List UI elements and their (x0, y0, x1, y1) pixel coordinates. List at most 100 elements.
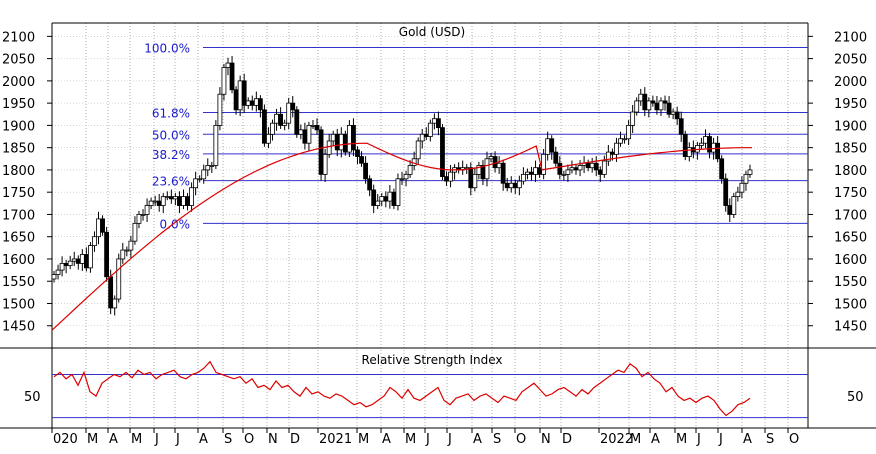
candle-down (302, 129, 308, 144)
candle-up (516, 180, 522, 189)
x-tick-label: A (743, 432, 752, 447)
candle-down (654, 102, 660, 111)
candle-up (699, 142, 704, 146)
candle-down (666, 102, 672, 115)
candle-up (136, 214, 142, 224)
candle-up (614, 142, 619, 155)
candle-up (310, 124, 316, 127)
candle-up (92, 236, 97, 247)
x-tick-label: A (473, 432, 482, 447)
x-tick-label: O (789, 432, 799, 447)
candle-up (638, 93, 644, 102)
y-tick-label-left: 1900 (2, 119, 35, 134)
candle-up (205, 165, 211, 171)
candle-up (209, 165, 215, 167)
x-tick-label: M (87, 432, 98, 447)
candle-up (67, 260, 73, 267)
candle-down (480, 165, 486, 180)
candlestick-series (51, 55, 753, 316)
candle-down (168, 196, 174, 200)
candle-down (682, 133, 688, 157)
x-tick-label: D (562, 432, 572, 447)
candle-up (112, 298, 118, 309)
chart-grid (51, 23, 808, 428)
fib-level-label: 61.8% (152, 106, 190, 120)
rsi-panel: 50 50 (24, 360, 864, 419)
candle-down (573, 167, 579, 171)
candle-down (650, 100, 656, 104)
y-tick-label-left: 1700 (2, 208, 35, 223)
candle-up (747, 169, 753, 175)
y-tick-label-left: 1850 (2, 142, 35, 157)
x-tick-label: J (175, 432, 180, 447)
moving-average-line (51, 142, 752, 331)
candle-down (83, 254, 89, 269)
candle-up (253, 98, 259, 106)
candle-up (51, 274, 57, 280)
candle-up (634, 100, 640, 113)
candle-up (306, 124, 312, 144)
candle-up (743, 173, 749, 184)
candle-up (658, 100, 664, 111)
candle-up (116, 258, 122, 300)
candle-down (294, 109, 300, 135)
candle-up (225, 62, 231, 68)
candle-up (577, 165, 583, 171)
y-tick-label-left: 1550 (2, 275, 35, 290)
candle-up (172, 196, 178, 200)
candle-down (355, 149, 360, 157)
x-tick-label: A (651, 432, 660, 447)
y-tick-label-right: 1900 (834, 119, 867, 134)
candle-up (561, 173, 567, 176)
rsi-line (53, 360, 751, 417)
candle-up (415, 140, 421, 160)
y-tick-label-right: 1850 (834, 142, 867, 157)
candle-up (286, 102, 292, 124)
y-tick-label-left: 1750 (2, 186, 35, 201)
x-tick-label: M (405, 432, 416, 447)
y-tick-label-left: 1450 (2, 320, 35, 335)
candle-up (270, 122, 275, 135)
candle-up (525, 171, 530, 175)
candle-up (403, 173, 409, 180)
y-tick-label-right: 1500 (834, 297, 867, 312)
y-tick-label-right: 2100 (834, 30, 867, 45)
candle-down (262, 109, 267, 144)
y-axis-ticks: 1450 1450 1500 1500 1550 1550 1600 1600 1650 1650… (2, 30, 867, 334)
candle-up (330, 133, 336, 142)
candle-down (233, 89, 239, 111)
candle-down (100, 218, 105, 233)
candle-up (298, 129, 304, 135)
candle-down (75, 258, 81, 264)
candle-up (152, 200, 158, 203)
candle-up (326, 140, 332, 155)
candle-up (128, 240, 134, 251)
candle-up (411, 158, 417, 166)
candle-down (63, 263, 69, 267)
y-tick-label-left: 1800 (2, 164, 35, 179)
candle-down (593, 162, 599, 171)
candle-up (322, 153, 328, 175)
candle-down (537, 167, 542, 175)
candle-down (529, 171, 534, 175)
candle-up (201, 169, 207, 180)
candle-down (229, 62, 235, 91)
x-tick-label: A (109, 432, 118, 447)
candle-down (642, 93, 648, 111)
candle-up (520, 173, 526, 182)
x-tick-label: S (224, 432, 232, 447)
candle-up (132, 222, 138, 242)
candle-up (144, 205, 150, 215)
candle-up (181, 196, 186, 206)
candle-up (569, 167, 575, 171)
y-tick-label-left: 1600 (2, 253, 35, 268)
candle-up (565, 169, 571, 175)
y-tick-label-left: 2000 (2, 75, 35, 90)
candle-up (399, 178, 405, 181)
x-tick-label: M (131, 432, 142, 447)
candle-down (597, 169, 603, 175)
x-tick-label: O (516, 432, 526, 447)
candle-up (601, 160, 607, 175)
candle-up (739, 182, 745, 193)
